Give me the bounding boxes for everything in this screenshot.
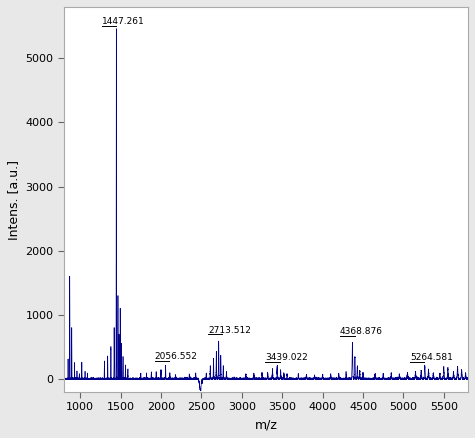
Text: 2056.552: 2056.552 (154, 352, 198, 361)
Y-axis label: Intens. [a.u.]: Intens. [a.u.] (7, 159, 20, 240)
X-axis label: m/z: m/z (255, 418, 277, 431)
Text: 1447.261: 1447.261 (102, 17, 145, 26)
Text: 5264.581: 5264.581 (410, 353, 453, 362)
Text: 4368.876: 4368.876 (340, 327, 382, 336)
Text: 3439.022: 3439.022 (265, 353, 308, 362)
Text: 2713.512: 2713.512 (208, 326, 251, 335)
